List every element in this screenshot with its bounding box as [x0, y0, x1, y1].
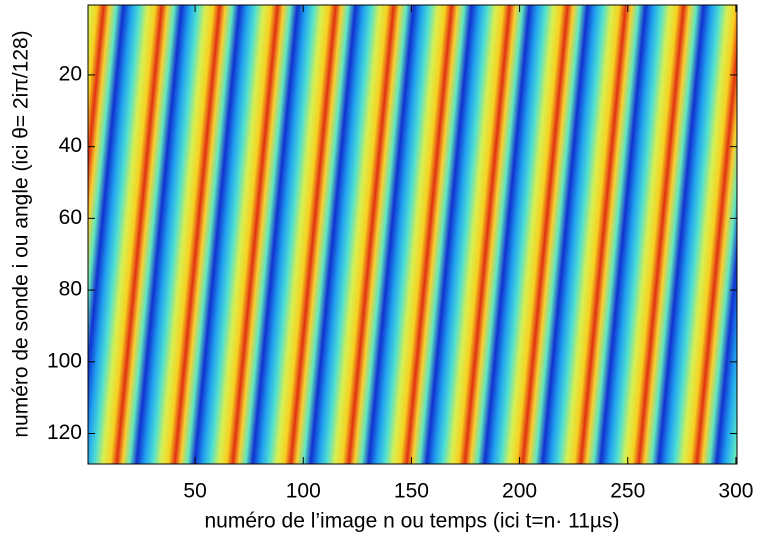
heatmap-image: [88, 5, 737, 464]
heatmap-field: [88, 5, 737, 464]
y-tick-label: 20: [59, 62, 82, 85]
x-tick-label: 50: [183, 480, 206, 503]
y-tick-label: 120: [47, 421, 82, 444]
plot-frame: [87, 4, 738, 465]
x-axis-label: numéro de l’image n ou temps (ici t=n· 1…: [205, 510, 620, 533]
y-tick-label: 40: [59, 134, 82, 157]
y-tick-label: 100: [47, 349, 82, 372]
y-tick-label: 80: [59, 278, 82, 301]
x-tick-label: 150: [394, 480, 429, 503]
x-tick-label: 200: [502, 480, 537, 503]
x-tick-label: 100: [286, 480, 321, 503]
x-tick-label: 250: [610, 480, 645, 503]
y-axis-label: numéro de sonde i ou angle (ici θ= 2iπ/1…: [10, 30, 33, 437]
y-tick-label: 60: [59, 206, 82, 229]
x-tick-label: 300: [718, 480, 753, 503]
